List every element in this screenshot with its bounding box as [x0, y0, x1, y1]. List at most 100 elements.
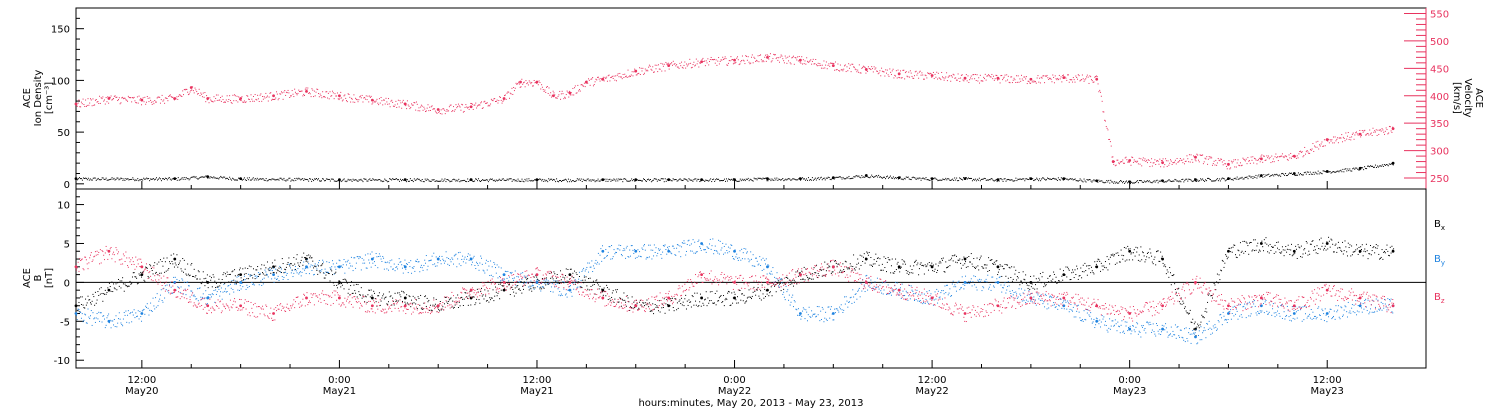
series-dot [1190, 310, 1191, 311]
series-dot [954, 177, 955, 178]
series-dot [1340, 250, 1341, 251]
series-dot [700, 294, 701, 295]
series-dot [1286, 156, 1287, 157]
series-dot [809, 278, 810, 279]
series-dot [205, 278, 206, 279]
series-dot [823, 60, 824, 61]
series-dot [1343, 137, 1344, 138]
series-dot [932, 270, 933, 271]
series-dot [1132, 259, 1133, 260]
series-dot [893, 77, 894, 78]
series-dot [399, 181, 400, 182]
series-dot [812, 177, 813, 178]
series-dot [1178, 288, 1179, 289]
series-dot [1182, 160, 1183, 161]
series-dot [966, 177, 967, 178]
series-dot [1068, 179, 1069, 180]
series-dot [1167, 166, 1168, 167]
series-dot [515, 180, 516, 181]
series-dot [782, 178, 783, 179]
series-dot [327, 179, 328, 180]
series-dot [254, 274, 255, 275]
bottom-ytick-label: 5 [64, 239, 70, 250]
series-dot [1283, 249, 1284, 250]
series-dot [92, 98, 93, 99]
series-dot [589, 180, 590, 181]
series-dot [916, 264, 917, 265]
series-dot [582, 280, 583, 281]
series-dot [1311, 174, 1312, 175]
series-dot [662, 64, 663, 65]
series-dot [1066, 276, 1067, 277]
series-dot [790, 284, 791, 285]
series-dot [315, 179, 316, 180]
series-dot [1162, 256, 1163, 257]
series-dot [758, 287, 759, 288]
series-dot [1148, 252, 1149, 253]
series-dot [894, 178, 895, 179]
series-dot [1346, 139, 1347, 140]
series-dot [432, 310, 433, 311]
series-dot [955, 262, 956, 263]
series-dot [816, 265, 817, 266]
series-dot [163, 178, 164, 179]
series-dot [1159, 181, 1160, 182]
series-dot [392, 298, 393, 299]
series-dot [228, 281, 229, 282]
series-dot [754, 58, 755, 59]
series-dot [155, 179, 156, 180]
series-dot [688, 299, 689, 300]
series-dot [407, 302, 408, 303]
series-dot [302, 265, 303, 266]
series-dot [954, 254, 955, 255]
series-dot [850, 178, 851, 179]
series-dot [329, 179, 330, 180]
series-dot [801, 271, 802, 272]
series-dot [602, 179, 603, 180]
series-dot [1017, 82, 1018, 83]
series-dot [608, 179, 609, 180]
series-dot [1330, 171, 1331, 172]
series-dot [1111, 146, 1112, 147]
series-dot [586, 285, 587, 286]
series-dot [604, 179, 605, 180]
series-dot [609, 75, 610, 76]
series-dot [1183, 181, 1184, 182]
series-dot [739, 290, 740, 291]
series-dot [390, 179, 391, 180]
series-dot [1100, 271, 1101, 272]
series-dot [1088, 180, 1089, 181]
series-dot [911, 73, 912, 74]
series-dot [989, 179, 990, 180]
series-dot [96, 180, 97, 181]
series-dot [198, 179, 199, 180]
series-dot [584, 83, 585, 84]
series-dot [496, 180, 497, 181]
series-dot [719, 63, 720, 64]
series-dot [1043, 178, 1044, 179]
series-dot [90, 98, 91, 99]
series-dot [940, 79, 941, 80]
series-dot [83, 305, 84, 306]
series-dot [286, 179, 287, 180]
series-dot [618, 178, 619, 179]
series-dot [1379, 165, 1380, 166]
series-dot [151, 268, 152, 269]
series-dot [723, 180, 724, 181]
series-dot [579, 276, 580, 277]
series-dot [794, 179, 795, 180]
series-dot [197, 178, 198, 179]
series-dot [1112, 156, 1113, 157]
series-dot [324, 96, 325, 97]
series-dot [1344, 250, 1345, 251]
series-dot [1329, 142, 1330, 143]
series-dot [959, 258, 960, 259]
series-dot [351, 281, 352, 282]
series-dot [1021, 179, 1022, 180]
series-dot [393, 179, 394, 180]
series-dot [133, 179, 134, 180]
series-dot [679, 301, 680, 302]
series-dot [144, 309, 145, 310]
series-dot [134, 309, 135, 310]
